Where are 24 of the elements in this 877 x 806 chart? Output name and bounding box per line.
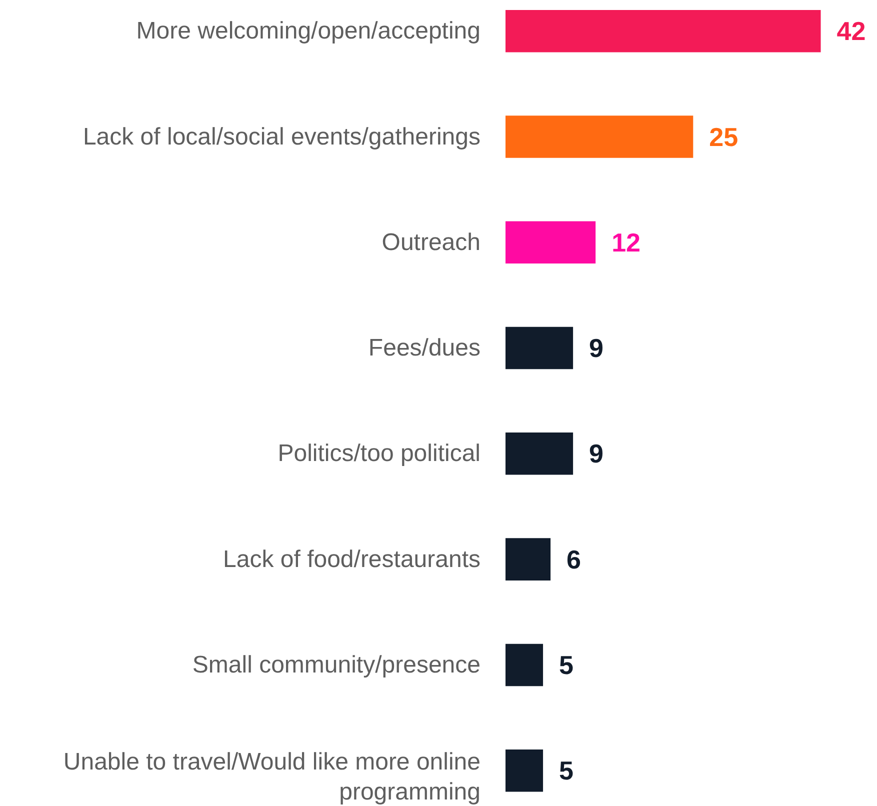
data-label: 9	[589, 438, 604, 469]
data-label: 42	[836, 16, 866, 46]
y-tick-label: Lack of local/social events/gatherings	[82, 123, 481, 150]
y-tick-label: Lack of food/restaurants	[223, 546, 480, 573]
bar	[506, 749, 544, 792]
bar	[506, 116, 694, 158]
bar	[506, 221, 596, 264]
y-tick-label: Fees/dues	[368, 334, 481, 362]
bar	[506, 538, 551, 580]
y-tick-label: Unable to travel/Would like more online programming	[63, 748, 481, 806]
bar	[506, 644, 544, 686]
data-label: 5	[559, 650, 574, 680]
bar	[506, 10, 821, 52]
data-label: 5	[559, 756, 574, 786]
data-label: 12	[612, 227, 640, 258]
y-tick-label: Outreach	[382, 228, 480, 256]
data-label: 9	[589, 333, 604, 364]
bar	[506, 432, 574, 475]
data-label: 25	[709, 122, 738, 152]
y-tick-label: More welcoming/open/accepting	[136, 18, 481, 45]
y-tick-label: Politics/too political	[278, 440, 481, 468]
bar	[506, 326, 574, 370]
data-label: 6	[566, 544, 582, 574]
y-tick-label: Small community/presence	[192, 651, 481, 678]
